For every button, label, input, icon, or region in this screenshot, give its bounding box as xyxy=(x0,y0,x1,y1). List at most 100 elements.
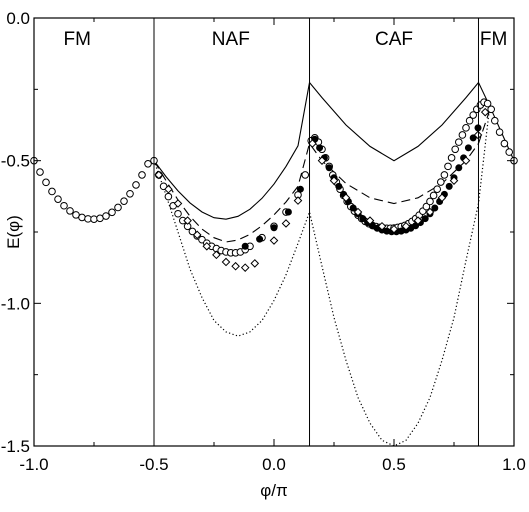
open-diamond-point xyxy=(461,156,471,165)
open-diamond-point xyxy=(212,250,221,260)
open-circle-point xyxy=(455,138,463,146)
open-circle-point xyxy=(42,178,50,187)
open-circle-point xyxy=(437,178,445,186)
filled-circle-point xyxy=(421,215,429,223)
open-circle-point xyxy=(483,99,492,108)
filled-circle-point xyxy=(455,164,463,172)
filled-circle-point xyxy=(316,144,324,152)
open-diamond-point xyxy=(437,193,447,203)
y-tick-label: 0.0 xyxy=(6,9,30,28)
open-circle-point xyxy=(440,171,449,179)
open-diamond-point xyxy=(173,199,183,208)
open-circle-point xyxy=(102,212,110,220)
open-circle-point xyxy=(108,208,116,217)
open-circle-point xyxy=(444,162,452,171)
open-circle-point xyxy=(505,148,514,156)
filled-circle-point xyxy=(241,242,249,250)
filled-circle-point xyxy=(469,134,477,142)
filled-circle-point xyxy=(256,235,264,243)
axis-ticks: -1.0 -0.5 0.0 0.5 1.00.0-0.5-1.0-1.5 xyxy=(1,9,526,474)
open-circle-point xyxy=(447,154,456,162)
y-tick-label: -0.5 xyxy=(1,152,30,171)
open-diamond-point xyxy=(192,230,202,240)
open-circle-point xyxy=(159,182,168,191)
open-diamond-point xyxy=(154,170,164,180)
y-tick-label: -1.0 xyxy=(1,294,30,313)
open-diamond-point xyxy=(293,196,303,205)
open-diamond-point xyxy=(425,207,435,217)
filled-circle-point xyxy=(325,164,333,172)
open-diamond-point xyxy=(164,184,173,194)
open-circle-point xyxy=(174,209,182,218)
open-circle-point xyxy=(54,195,62,203)
open-diamond-point xyxy=(221,257,231,267)
filled-circle-point xyxy=(431,204,439,212)
open-circle-point xyxy=(120,197,128,205)
open-diamond-point xyxy=(269,236,279,245)
filled-circle-point xyxy=(445,182,453,190)
open-diamond-point xyxy=(377,221,387,231)
phase-boundaries xyxy=(153,18,479,446)
open-circle-point xyxy=(487,105,496,114)
open-circle-point xyxy=(462,124,470,132)
open-diamond-point xyxy=(250,259,260,268)
open-circle-point xyxy=(495,128,504,136)
dotted-curve xyxy=(153,103,491,447)
x-tick-label: 0.5 xyxy=(382,455,406,474)
phase-label: CAF xyxy=(375,29,413,50)
open-circle-point xyxy=(114,203,122,212)
open-diamond-point xyxy=(353,207,363,217)
open-circle-point xyxy=(465,116,474,125)
dashed-curve xyxy=(153,109,491,243)
x-tick-label: 0.0 xyxy=(262,455,286,474)
open-circle-point xyxy=(500,139,509,148)
x-tick-label: 1.0 xyxy=(502,455,526,474)
filled-circle-point xyxy=(464,144,472,152)
filled-circle-point xyxy=(284,208,292,216)
open-circle-point xyxy=(491,116,499,125)
open-diamond-point xyxy=(389,224,399,234)
plot-frame xyxy=(33,17,515,447)
filled-circle-point xyxy=(349,204,357,212)
open-diamond-point xyxy=(317,156,327,165)
open-diamond-point xyxy=(281,219,291,228)
open-circle-point xyxy=(48,187,56,196)
open-diamond-point xyxy=(413,216,423,225)
x-tick-label: -1.0 xyxy=(19,455,48,474)
open-circle-point xyxy=(132,181,140,189)
filled-circle-point xyxy=(335,182,343,190)
filled-circle-point xyxy=(412,222,420,230)
markers-layer xyxy=(30,98,518,272)
open-diamond-point xyxy=(231,261,240,271)
open-diamond-point xyxy=(480,107,490,117)
phase-label: NAF xyxy=(212,29,250,50)
phase-label: FM xyxy=(63,29,90,50)
open-circle-point xyxy=(66,207,74,215)
open-circle-point xyxy=(422,202,431,211)
x-tick-label: -0.5 xyxy=(139,455,168,474)
open-circle-point xyxy=(429,191,438,200)
open-diamond-point xyxy=(365,216,375,225)
open-circle-point xyxy=(36,168,44,176)
filled-circle-point xyxy=(359,215,367,223)
open-diamond-point xyxy=(341,193,351,203)
open-diamond-point xyxy=(449,176,459,185)
open-diamond-point xyxy=(401,221,411,231)
open-circle-point xyxy=(426,197,434,206)
open-diamond-point xyxy=(240,263,250,272)
open-circle-point xyxy=(138,171,146,179)
open-circle-point xyxy=(301,171,310,179)
open-circle-point xyxy=(433,185,442,193)
open-circle-point xyxy=(458,131,467,139)
open-circle-point xyxy=(164,192,173,201)
phase-label: FM xyxy=(480,29,507,50)
open-circle-point xyxy=(144,160,152,168)
open-circle-point xyxy=(469,111,478,119)
solid-curve xyxy=(153,81,515,220)
filled-circle-point xyxy=(270,224,278,232)
open-circle-point xyxy=(60,201,68,210)
open-diamond-point xyxy=(202,241,212,251)
y-axis-title: E(φ) xyxy=(4,215,23,249)
filled-circle-point xyxy=(296,185,304,193)
